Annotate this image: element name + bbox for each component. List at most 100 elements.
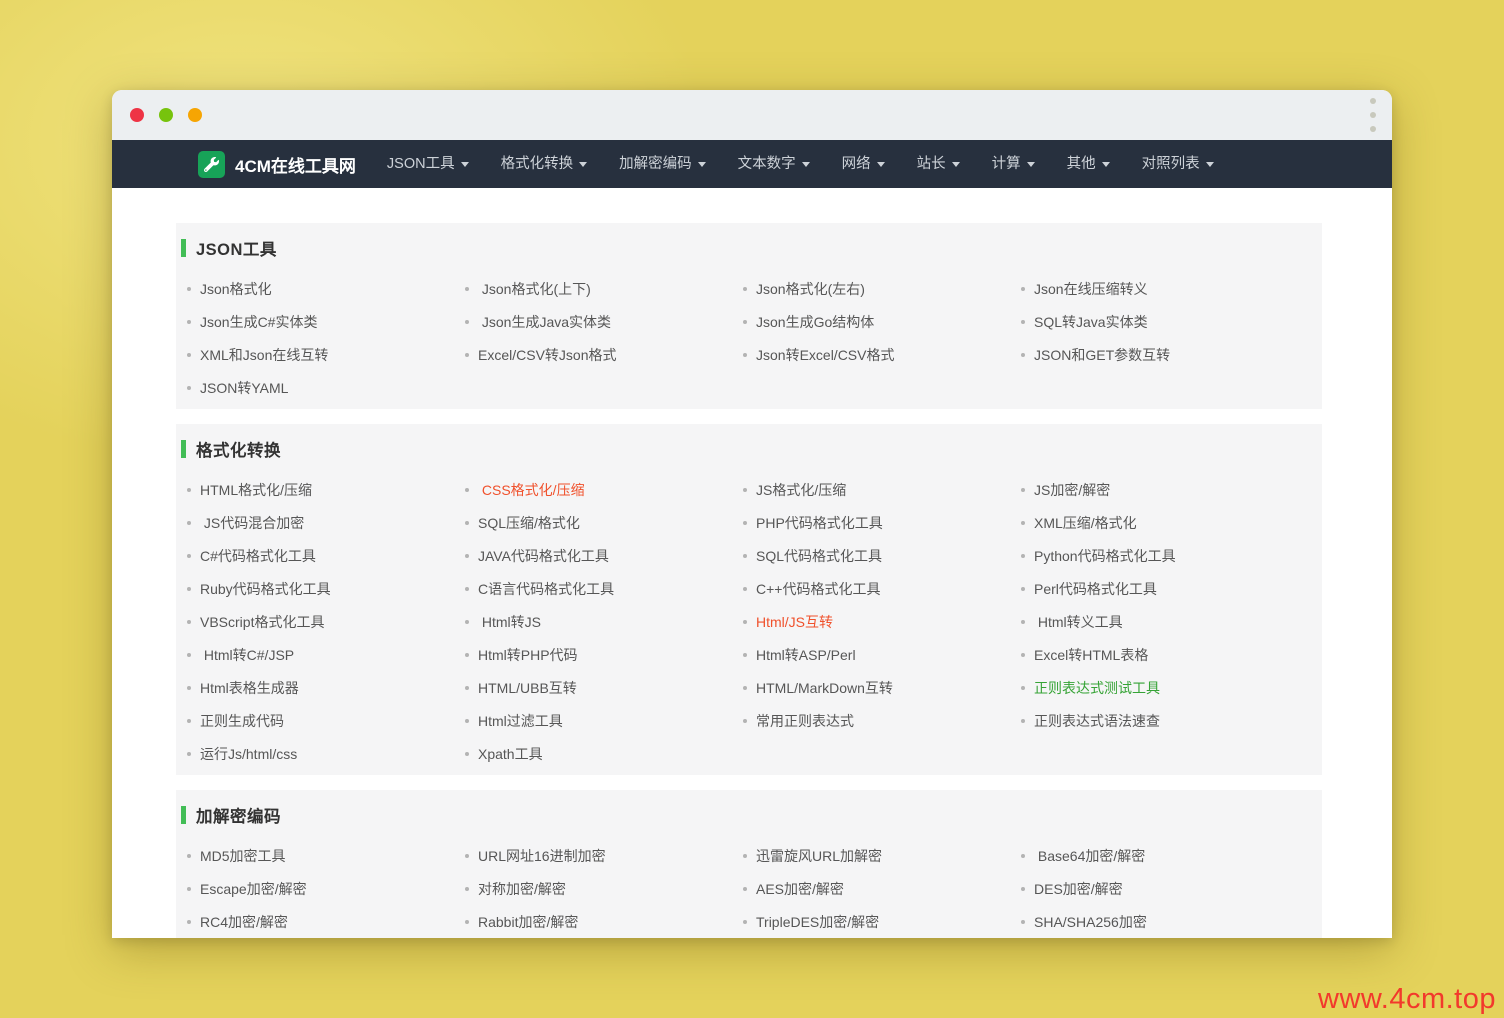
tool-link-label: Json转Excel/CSV格式 <box>756 346 895 363</box>
bullet-icon <box>465 652 469 657</box>
tool-link[interactable]: AES加密/解密 <box>743 872 1021 905</box>
tool-link[interactable]: XML和Json在线互转 <box>187 338 465 371</box>
minimize-window-icon[interactable] <box>159 108 173 122</box>
bullet-icon <box>465 586 469 591</box>
tool-link[interactable]: Html/JS互转 <box>743 605 1021 638</box>
tool-link[interactable]: Json生成Go结构体 <box>743 305 1021 338</box>
tool-link-label: MD5加密工具 <box>200 847 286 864</box>
site-logo[interactable] <box>198 150 225 178</box>
tool-link[interactable]: Excel转HTML表格 <box>1021 638 1299 671</box>
tool-link[interactable]: JSON转YAML <box>187 371 465 404</box>
tool-link[interactable]: 迅雷旋风URL加解密 <box>743 839 1021 872</box>
tool-link[interactable]: Perl代码格式化工具 <box>1021 572 1299 605</box>
tool-link[interactable]: Json转Excel/CSV格式 <box>743 338 1021 371</box>
tool-list: HTML格式化/压缩 CSS格式化/压缩 JS格式化/压缩 JS加密/解密 JS代码… <box>176 473 1322 770</box>
nav-item-calc[interactable]: 计算 <box>976 140 1051 188</box>
nav-item-format[interactable]: 格式化转换 <box>485 140 604 188</box>
nav-item-webmaster[interactable]: 站长 <box>901 140 976 188</box>
tool-link[interactable]: HTML格式化/压缩 <box>187 473 465 506</box>
bullet-icon <box>187 352 191 357</box>
tool-link-label: TripleDES加密/解密 <box>756 913 880 930</box>
tool-link[interactable]: Json格式化 <box>187 272 465 305</box>
tool-link[interactable]: CSS格式化/压缩 <box>465 473 743 506</box>
tool-link[interactable]: Escape加密/解密 <box>187 872 465 905</box>
tool-link-label: Html转C#/JSP <box>200 646 295 663</box>
tool-link[interactable]: TripleDES加密/解密 <box>743 905 1021 938</box>
tool-link[interactable]: PHP代码格式化工具 <box>743 506 1021 539</box>
bullet-icon <box>187 685 191 690</box>
maximize-window-icon[interactable] <box>188 108 202 122</box>
tool-link[interactable]: DES加密/解密 <box>1021 872 1299 905</box>
nav-item-encrypt[interactable]: 加解密编码 <box>603 140 722 188</box>
tool-link[interactable]: Excel/CSV转Json格式 <box>465 338 743 371</box>
tool-link-label: JS格式化/压缩 <box>756 481 847 498</box>
tool-sections: JSON工具 Json格式化 Json格式化(上下) Json格式化(左右) Json… <box>112 223 1392 938</box>
site-title[interactable]: 4CM在线工具网 <box>235 156 356 176</box>
tool-link[interactable]: Html表格生成器 <box>187 671 465 704</box>
tool-link[interactable]: Html转C#/JSP <box>187 638 465 671</box>
tool-link[interactable]: VBScript格式化工具 <box>187 605 465 638</box>
tool-link[interactable]: Xpath工具 <box>465 737 743 770</box>
tool-link-label: Perl代码格式化工具 <box>1034 580 1157 597</box>
tool-link[interactable]: Html转JS <box>465 605 743 638</box>
tool-link[interactable]: C#代码格式化工具 <box>187 539 465 572</box>
tool-link[interactable]: SQL代码格式化工具 <box>743 539 1021 572</box>
tool-link[interactable]: JS加密/解密 <box>1021 473 1299 506</box>
tool-link-label: XML和Json在线互转 <box>200 346 329 363</box>
tool-link[interactable]: Json格式化(上下) <box>465 272 743 305</box>
tool-link[interactable]: Json格式化(左右) <box>743 272 1021 305</box>
bullet-icon <box>1021 553 1025 558</box>
tool-link-label: 正则生成代码 <box>200 712 284 729</box>
bullet-icon <box>187 520 191 525</box>
bullet-icon <box>187 553 191 558</box>
tool-link[interactable]: URL网址16进制加密 <box>465 839 743 872</box>
nav-item-text-number[interactable]: 文本数字 <box>722 140 826 188</box>
tool-link-label: 常用正则表达式 <box>756 712 854 729</box>
nav-item-network[interactable]: 网络 <box>826 140 901 188</box>
bullet-icon <box>1021 319 1025 324</box>
tool-link[interactable]: SQL转Java实体类 <box>1021 305 1299 338</box>
tool-link[interactable]: 正则表达式语法速查 <box>1021 704 1299 737</box>
tool-link-label: Json格式化 <box>200 280 272 297</box>
tool-link[interactable]: Json在线压缩转义 <box>1021 272 1299 305</box>
nav-item-json[interactable]: JSON工具 <box>371 140 485 188</box>
tool-link[interactable]: 正则生成代码 <box>187 704 465 737</box>
tool-link[interactable]: JSON和GET参数互转 <box>1021 338 1299 371</box>
window-menu-icon[interactable] <box>1370 98 1376 132</box>
tool-link[interactable]: JS格式化/压缩 <box>743 473 1021 506</box>
tool-link[interactable]: Json生成C#实体类 <box>187 305 465 338</box>
tool-link[interactable]: 正则表达式测试工具 <box>1021 671 1299 704</box>
tool-link[interactable]: HTML/UBB互转 <box>465 671 743 704</box>
tool-link[interactable]: Html转PHP代码 <box>465 638 743 671</box>
bullet-icon <box>187 586 191 591</box>
nav-item-reference[interactable]: 对照列表 <box>1126 140 1230 188</box>
tool-link[interactable]: MD5加密工具 <box>187 839 465 872</box>
tool-link[interactable]: 常用正则表达式 <box>743 704 1021 737</box>
tool-link[interactable]: Html转ASP/Perl <box>743 638 1021 671</box>
bullet-icon <box>187 853 191 858</box>
tool-link-label: C#代码格式化工具 <box>200 547 316 564</box>
tool-link[interactable]: 对称加密/解密 <box>465 872 743 905</box>
tool-link[interactable]: Html转义工具 <box>1021 605 1299 638</box>
tool-link[interactable]: Ruby代码格式化工具 <box>187 572 465 605</box>
tool-link[interactable]: Html过滤工具 <box>465 704 743 737</box>
tool-link-label: Excel/CSV转Json格式 <box>478 346 617 363</box>
tool-link[interactable]: XML压缩/格式化 <box>1021 506 1299 539</box>
tool-link[interactable]: 运行Js/html/css <box>187 737 465 770</box>
tool-link[interactable]: Python代码格式化工具 <box>1021 539 1299 572</box>
tool-link[interactable]: JAVA代码格式化工具 <box>465 539 743 572</box>
bullet-icon <box>187 286 191 291</box>
nav-item-other[interactable]: 其他 <box>1051 140 1126 188</box>
close-window-icon[interactable] <box>130 108 144 122</box>
tool-link[interactable]: HTML/MarkDown互转 <box>743 671 1021 704</box>
tool-link[interactable]: Rabbit加密/解密 <box>465 905 743 938</box>
tool-link[interactable]: SHA/SHA256加密 <box>1021 905 1299 938</box>
tool-link[interactable]: Json生成Java实体类 <box>465 305 743 338</box>
tool-link[interactable]: C语言代码格式化工具 <box>465 572 743 605</box>
tool-link[interactable]: RC4加密/解密 <box>187 905 465 938</box>
tool-link[interactable]: C++代码格式化工具 <box>743 572 1021 605</box>
bullet-icon <box>465 553 469 558</box>
tool-link[interactable]: JS代码混合加密 <box>187 506 465 539</box>
tool-link[interactable]: SQL压缩/格式化 <box>465 506 743 539</box>
tool-link[interactable]: Base64加密/解密 <box>1021 839 1299 872</box>
